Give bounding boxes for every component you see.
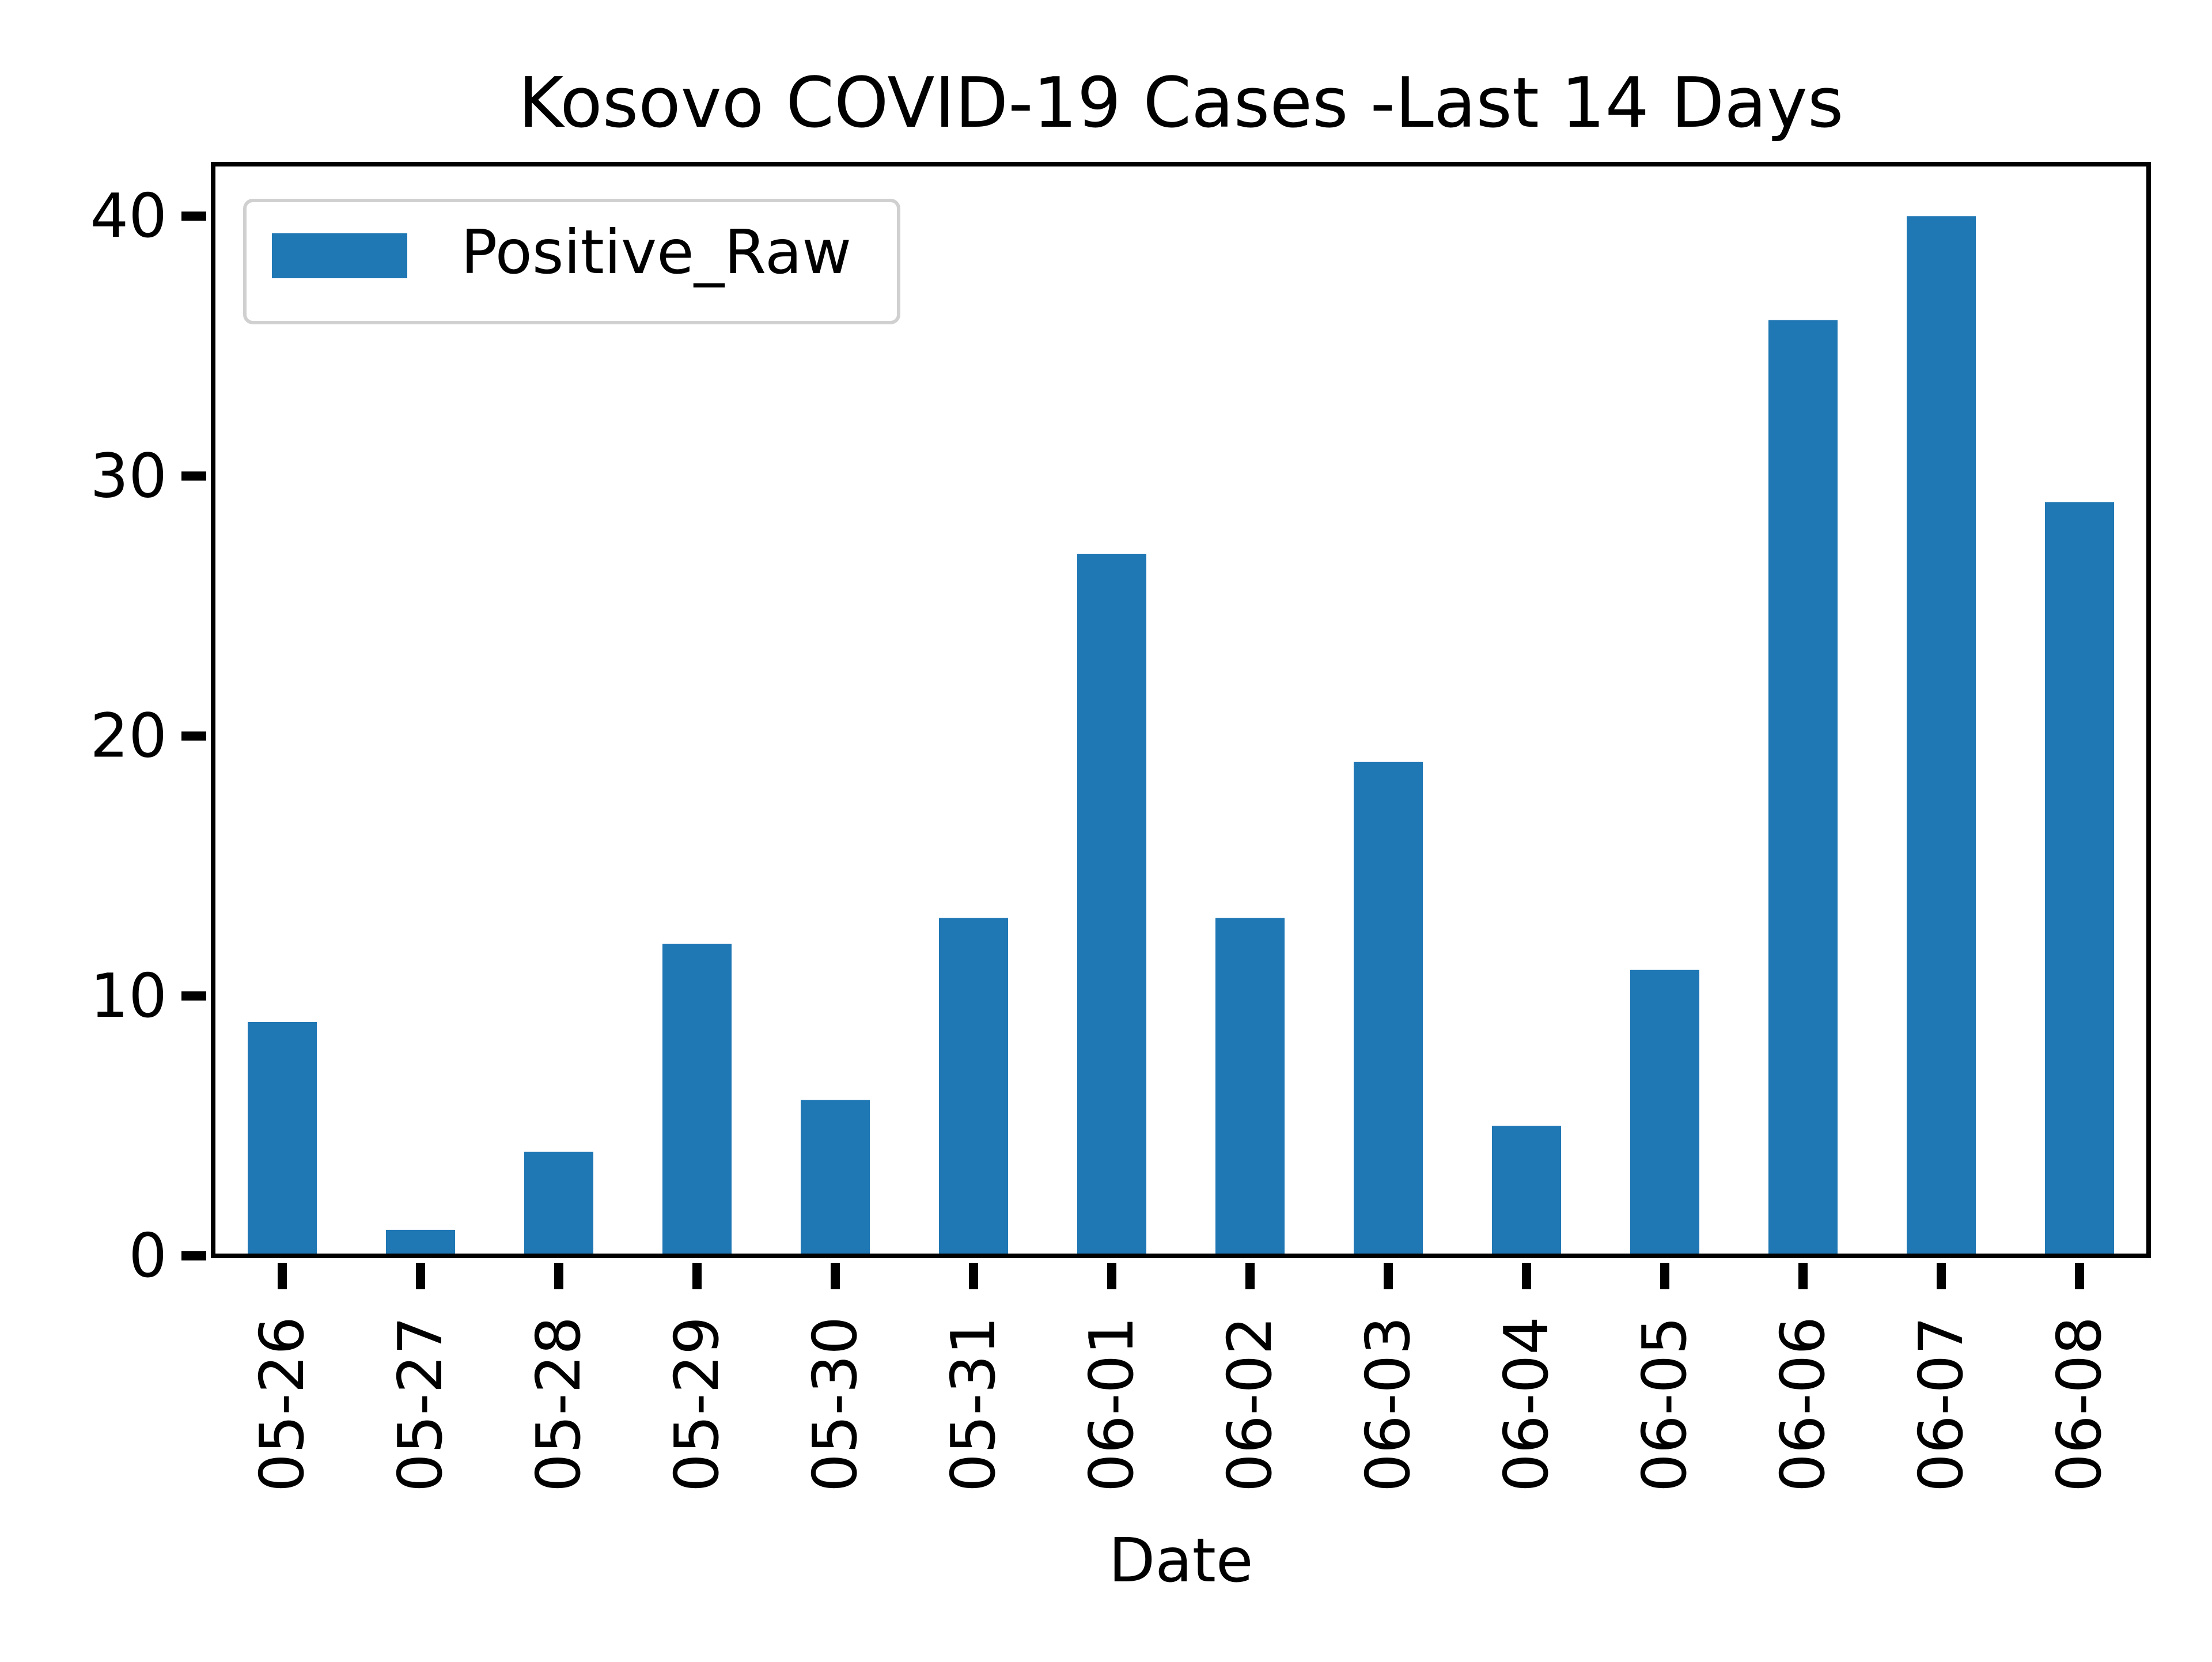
- y-tick-label-30: 30: [90, 441, 167, 511]
- bar-05-30: [801, 1100, 870, 1256]
- bar-06-05: [1630, 970, 1699, 1256]
- bar-05-28: [524, 1152, 593, 1256]
- bar-06-07: [1907, 216, 1976, 1256]
- y-tick-label-10: 10: [90, 961, 167, 1031]
- x-tick-label-05-26: 05-26: [247, 1316, 317, 1492]
- legend: Positive_Raw: [243, 199, 900, 324]
- x-tick-label-06-02: 06-02: [1215, 1316, 1285, 1492]
- bar-05-29: [662, 944, 732, 1256]
- legend-box: [243, 199, 900, 324]
- x-tick-label-06-01: 06-01: [1077, 1316, 1147, 1492]
- bar-06-08: [2045, 502, 2114, 1256]
- bar-06-04: [1492, 1126, 1561, 1256]
- x-tick-label-06-05: 06-05: [1630, 1316, 1700, 1492]
- x-tick-label-05-27: 05-27: [385, 1316, 456, 1492]
- bar-05-26: [248, 1021, 317, 1256]
- x-tick-label-05-28: 05-28: [524, 1316, 594, 1492]
- axes-layer: [211, 162, 2151, 1258]
- bar-06-02: [1215, 918, 1285, 1256]
- y-tick-label-20: 20: [90, 701, 167, 771]
- bar-06-06: [1768, 320, 1838, 1256]
- legend-swatch: [272, 233, 407, 278]
- bars-layer: [248, 216, 2114, 1256]
- bar-05-27: [386, 1229, 455, 1256]
- x-axis-label: Date: [1109, 1525, 1253, 1596]
- x-tick-label-06-06: 06-06: [1768, 1316, 1838, 1492]
- y-tick-label-0: 0: [128, 1221, 167, 1291]
- chart-title: Kosovo COVID-19 Cases -Last 14 Days: [518, 63, 1844, 143]
- x-tick-label-05-29: 05-29: [662, 1316, 732, 1492]
- x-tick-label-05-30: 05-30: [800, 1316, 870, 1492]
- bar-06-03: [1354, 762, 1423, 1256]
- x-tick-label-06-07: 06-07: [1906, 1316, 1976, 1492]
- x-tick-label-06-04: 06-04: [1491, 1316, 1562, 1492]
- legend-label: Positive_Raw: [461, 217, 851, 287]
- x-tick-label-06-08: 06-08: [2044, 1316, 2115, 1492]
- x-tick-label-06-03: 06-03: [1353, 1316, 1423, 1492]
- ticks-layer: 0 10 20 30 40 05-26 05-27 05-28 05-29 05-30 05-31 0…: [90, 181, 2115, 1492]
- plot-frame: [211, 162, 2151, 1258]
- y-tick-label-40: 40: [90, 181, 167, 251]
- bar-05-31: [939, 918, 1008, 1256]
- bar-06-01: [1077, 554, 1146, 1256]
- x-tick-label-05-31: 05-31: [938, 1316, 1009, 1492]
